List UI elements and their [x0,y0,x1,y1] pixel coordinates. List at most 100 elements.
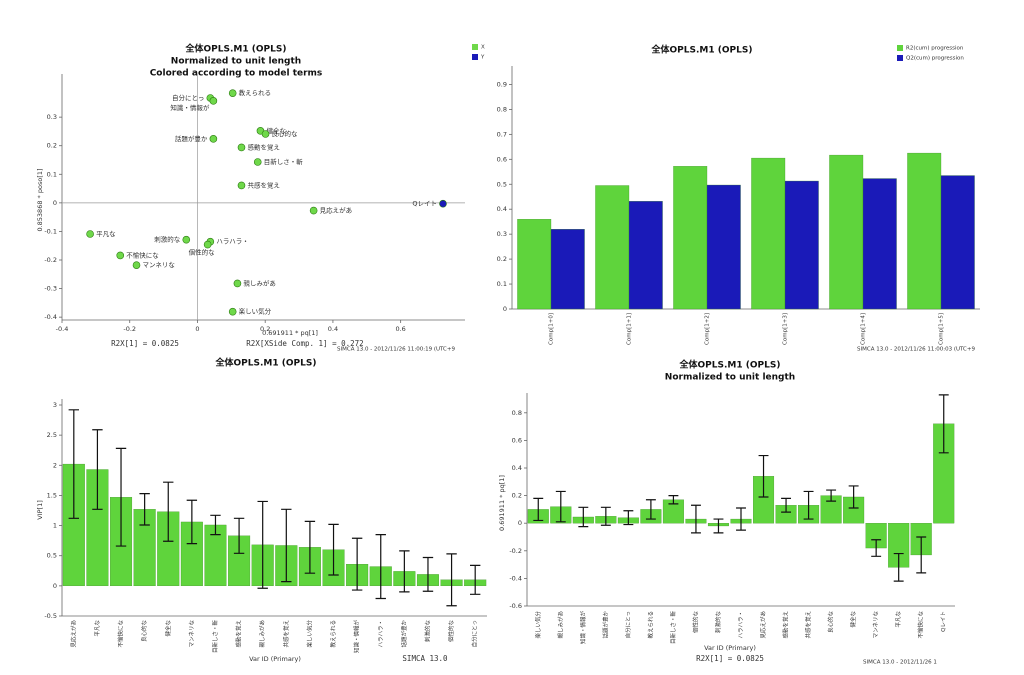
y-tick-label: 0.5 [47,552,57,560]
point [203,240,212,249]
point [209,97,218,105]
y-tick-label: 0.4 [512,464,522,472]
y-tick-label: 0.1 [47,170,57,178]
legend-swatch [897,45,903,51]
error-bar [803,490,814,520]
point-label: ハラハラ・ [216,238,248,246]
error-bar [600,506,611,526]
point-label: マンネリな [143,261,176,269]
error-bar [781,497,792,513]
y-tick-label: 2 [53,461,57,469]
chart-title: 全体OPLS.M1 (OPLS) [679,359,781,371]
y-tick-label: 0.6 [497,155,507,163]
y-tick-label: -0.1 [44,227,57,235]
error-bar [871,539,882,557]
y-tick-label: -0.6 [509,602,522,610]
error-bar [399,550,410,593]
error-bar [115,447,127,547]
x-tick-label: ハラハラ・ [377,620,384,647]
x-tick-label: Qレイト [941,611,947,632]
point-label: 共感を覚え [247,180,280,189]
x-tick-label: Comp[1+0] [549,313,555,345]
x-tick-label: 0.2 [260,325,270,333]
error-bar [645,499,656,520]
y-tick-label: 0.2 [497,255,507,263]
x-tick-label: 見応えがあ [759,611,767,639]
error-bar [623,510,634,526]
x-tick-label: 知識・情報が [353,620,361,654]
error-bar [713,518,724,534]
legend-swatch [897,55,903,61]
x-tick-label: 0.4 [328,325,338,333]
y-tick-label: 0.3 [497,230,507,238]
y-tick-label: 0 [53,582,57,590]
error-bar [916,536,927,574]
chart-subtitle: Normalized to unit length [665,373,795,383]
y-axis-label: 0.691911 * pq[1] [498,475,506,531]
x-tick-label: 目新しさ・斬 [211,620,219,654]
x-tick-label: マンネリな [873,611,880,639]
error-bar [281,508,292,583]
legend-label: Y [480,55,485,61]
x-tick-label: 見応えがあ [69,620,77,648]
footnote: SIMCA 13.0 - 2012/11/26 11:00:03 (UTC+9 [857,347,975,353]
point [237,181,246,190]
x-tick-label: 良心的な [140,620,148,643]
error-bar [68,409,79,519]
point [233,279,242,288]
y-tick-label: 3 [53,401,57,409]
error-bar [446,553,457,607]
bar [751,157,786,310]
y-tick-label: 0 [518,519,522,527]
error-bar [690,504,701,534]
point-label: 見応えがあ [320,206,353,215]
legend-swatch [472,54,478,60]
x-tick-label: -0.4 [56,325,69,333]
error-bar [578,506,589,528]
x-tick-label: 健全な [849,611,857,628]
y-tick-label: 0.9 [497,80,507,88]
x-axis-label: Var ID (Primary) [249,655,301,663]
point [86,230,94,238]
y-tick-label: -0.2 [44,256,57,264]
point-label: 親しみがあ [243,278,276,287]
point [237,143,246,152]
point-label: 良心的な [272,129,299,138]
x-tick-label: 良心的な [827,611,835,634]
bar [628,201,663,310]
point-label: 話題が豊か [175,134,208,143]
footnote: SIMCA 13.0 - 2012/11/26 11:00:19 (UTC+9 [337,347,455,353]
x-tick-label: 刺激的な [423,620,431,643]
x-tick-label: 教えられる [329,620,337,648]
x-tick-label: 親しみがあ [258,620,266,648]
error-bar [938,394,949,454]
x-tick-label: Comp[1+1] [627,313,633,345]
footnote: SIMCA 13.0 [402,654,448,663]
bar [673,166,708,310]
error-bar [304,520,316,574]
point [116,251,125,260]
x-tick-label: 個性的な [691,611,699,634]
chart-title: 全体OPLS.M1 (OPLS) [215,357,317,369]
x-tick-label: 感動を覚え [782,611,790,639]
y-tick-label: -0.3 [44,285,57,293]
y-tick-label: -0.2 [509,547,522,555]
y-axis-label: VIP[1] [36,500,44,520]
chart-title: 全体OPLS.M1 (OPLS) [185,43,287,55]
footnote: R2X[1] = 0.0825 [696,654,764,663]
bar [595,185,630,310]
x-tick-label: 共感を覚え [804,611,812,639]
point-label: 不愉快にな [126,250,159,259]
x-tick-label: 健全な [164,620,172,637]
point [253,158,262,166]
x-tick-label: 目新しさ・斬 [669,611,677,645]
y-axis-label: 0.853868 * poso[1] [36,168,44,231]
footnote: R2X[XSide Comp. 1] = 0.272 [246,339,363,348]
error-bar [470,564,481,595]
point-label: 自分にとっ [172,93,204,102]
point-label: 教えられる [239,88,272,97]
y-tick-label: 0 [503,305,507,313]
x-tick-label: 刺激的な [714,611,722,634]
error-bar [139,493,150,526]
x-tick-label: Comp[1+3] [783,313,789,345]
